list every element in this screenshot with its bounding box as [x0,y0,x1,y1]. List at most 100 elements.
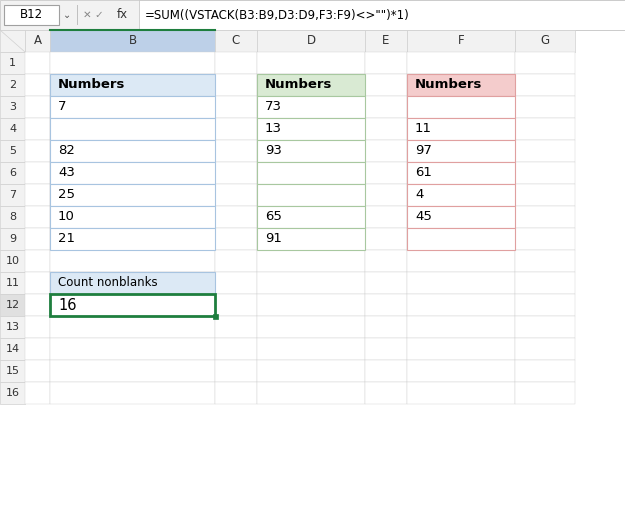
Text: B: B [129,35,136,47]
Bar [257,162,365,184]
Bar [257,162,365,184]
Bar [50,206,215,228]
Bar [50,140,215,162]
Text: 82: 82 [58,144,75,158]
Text: 13: 13 [265,123,282,135]
Text: 9: 9 [9,234,16,244]
Bar [0,360,25,382]
Bar [257,360,365,382]
Text: Numbers: Numbers [58,79,126,91]
Bar [515,140,575,162]
Bar [50,316,215,338]
Bar [50,250,215,272]
Bar [365,316,407,338]
Bar [215,228,257,250]
Bar [0,338,25,360]
Bar [257,96,365,118]
Bar [407,272,515,294]
Bar [257,52,365,74]
Text: 16: 16 [58,297,76,313]
Bar [50,184,215,206]
Bar [257,250,365,272]
Bar [515,206,575,228]
Bar [257,228,365,250]
Bar [25,118,50,140]
Bar [0,294,25,316]
Bar [50,74,215,96]
Text: 11: 11 [415,123,432,135]
Text: 10: 10 [6,256,19,266]
Bar [50,272,215,294]
Bar [365,118,407,140]
Text: 93: 93 [265,144,282,158]
Text: Numbers: Numbers [265,79,332,91]
Bar [215,140,257,162]
Bar [407,162,515,184]
Bar [0,140,25,162]
Bar [0,184,25,206]
Text: A: A [34,35,41,47]
Bar [257,272,365,294]
Bar [50,30,215,52]
Text: 45: 45 [415,210,432,224]
Text: 11: 11 [6,278,19,288]
Bar [0,316,25,338]
Bar [257,316,365,338]
Text: ⌄: ⌄ [63,10,71,20]
Bar [365,360,407,382]
Bar [50,52,215,74]
Text: 5: 5 [9,146,16,156]
Bar [0,52,25,74]
Bar [215,316,257,338]
Bar [407,30,515,52]
Text: 4: 4 [415,189,423,201]
Bar [257,74,365,96]
Bar [407,74,515,96]
Bar [365,272,407,294]
Bar [257,294,365,316]
Bar [365,382,407,404]
Bar [215,162,257,184]
Bar [50,184,215,206]
Bar [257,338,365,360]
Bar [25,360,50,382]
Bar [215,30,257,52]
Bar [215,338,257,360]
Text: 43: 43 [58,167,75,179]
Bar [515,162,575,184]
Bar [25,250,50,272]
Bar [407,228,515,250]
Bar [365,184,407,206]
Bar [365,96,407,118]
Text: 65: 65 [265,210,282,224]
Text: ✓: ✓ [94,10,103,20]
Text: fx: fx [116,8,128,21]
Bar [407,316,515,338]
Bar [0,30,25,52]
Text: 4: 4 [9,124,16,134]
Text: 7: 7 [9,190,16,200]
Bar [215,382,257,404]
Bar [0,206,25,228]
Bar [50,294,215,316]
Bar [257,206,365,228]
Bar [50,360,215,382]
Bar [407,382,515,404]
Text: 3: 3 [9,102,16,112]
Bar [257,184,365,206]
Bar [0,228,25,250]
Bar [407,338,515,360]
Text: 21: 21 [58,233,75,245]
Bar [0,250,25,272]
Bar [257,228,365,250]
Bar [407,184,515,206]
Bar [515,272,575,294]
Bar [515,30,575,52]
Bar [257,382,365,404]
Bar [407,118,515,140]
Bar [0,96,25,118]
Bar [25,162,50,184]
Bar [257,140,365,162]
Bar [407,360,515,382]
Text: 25: 25 [58,189,75,201]
